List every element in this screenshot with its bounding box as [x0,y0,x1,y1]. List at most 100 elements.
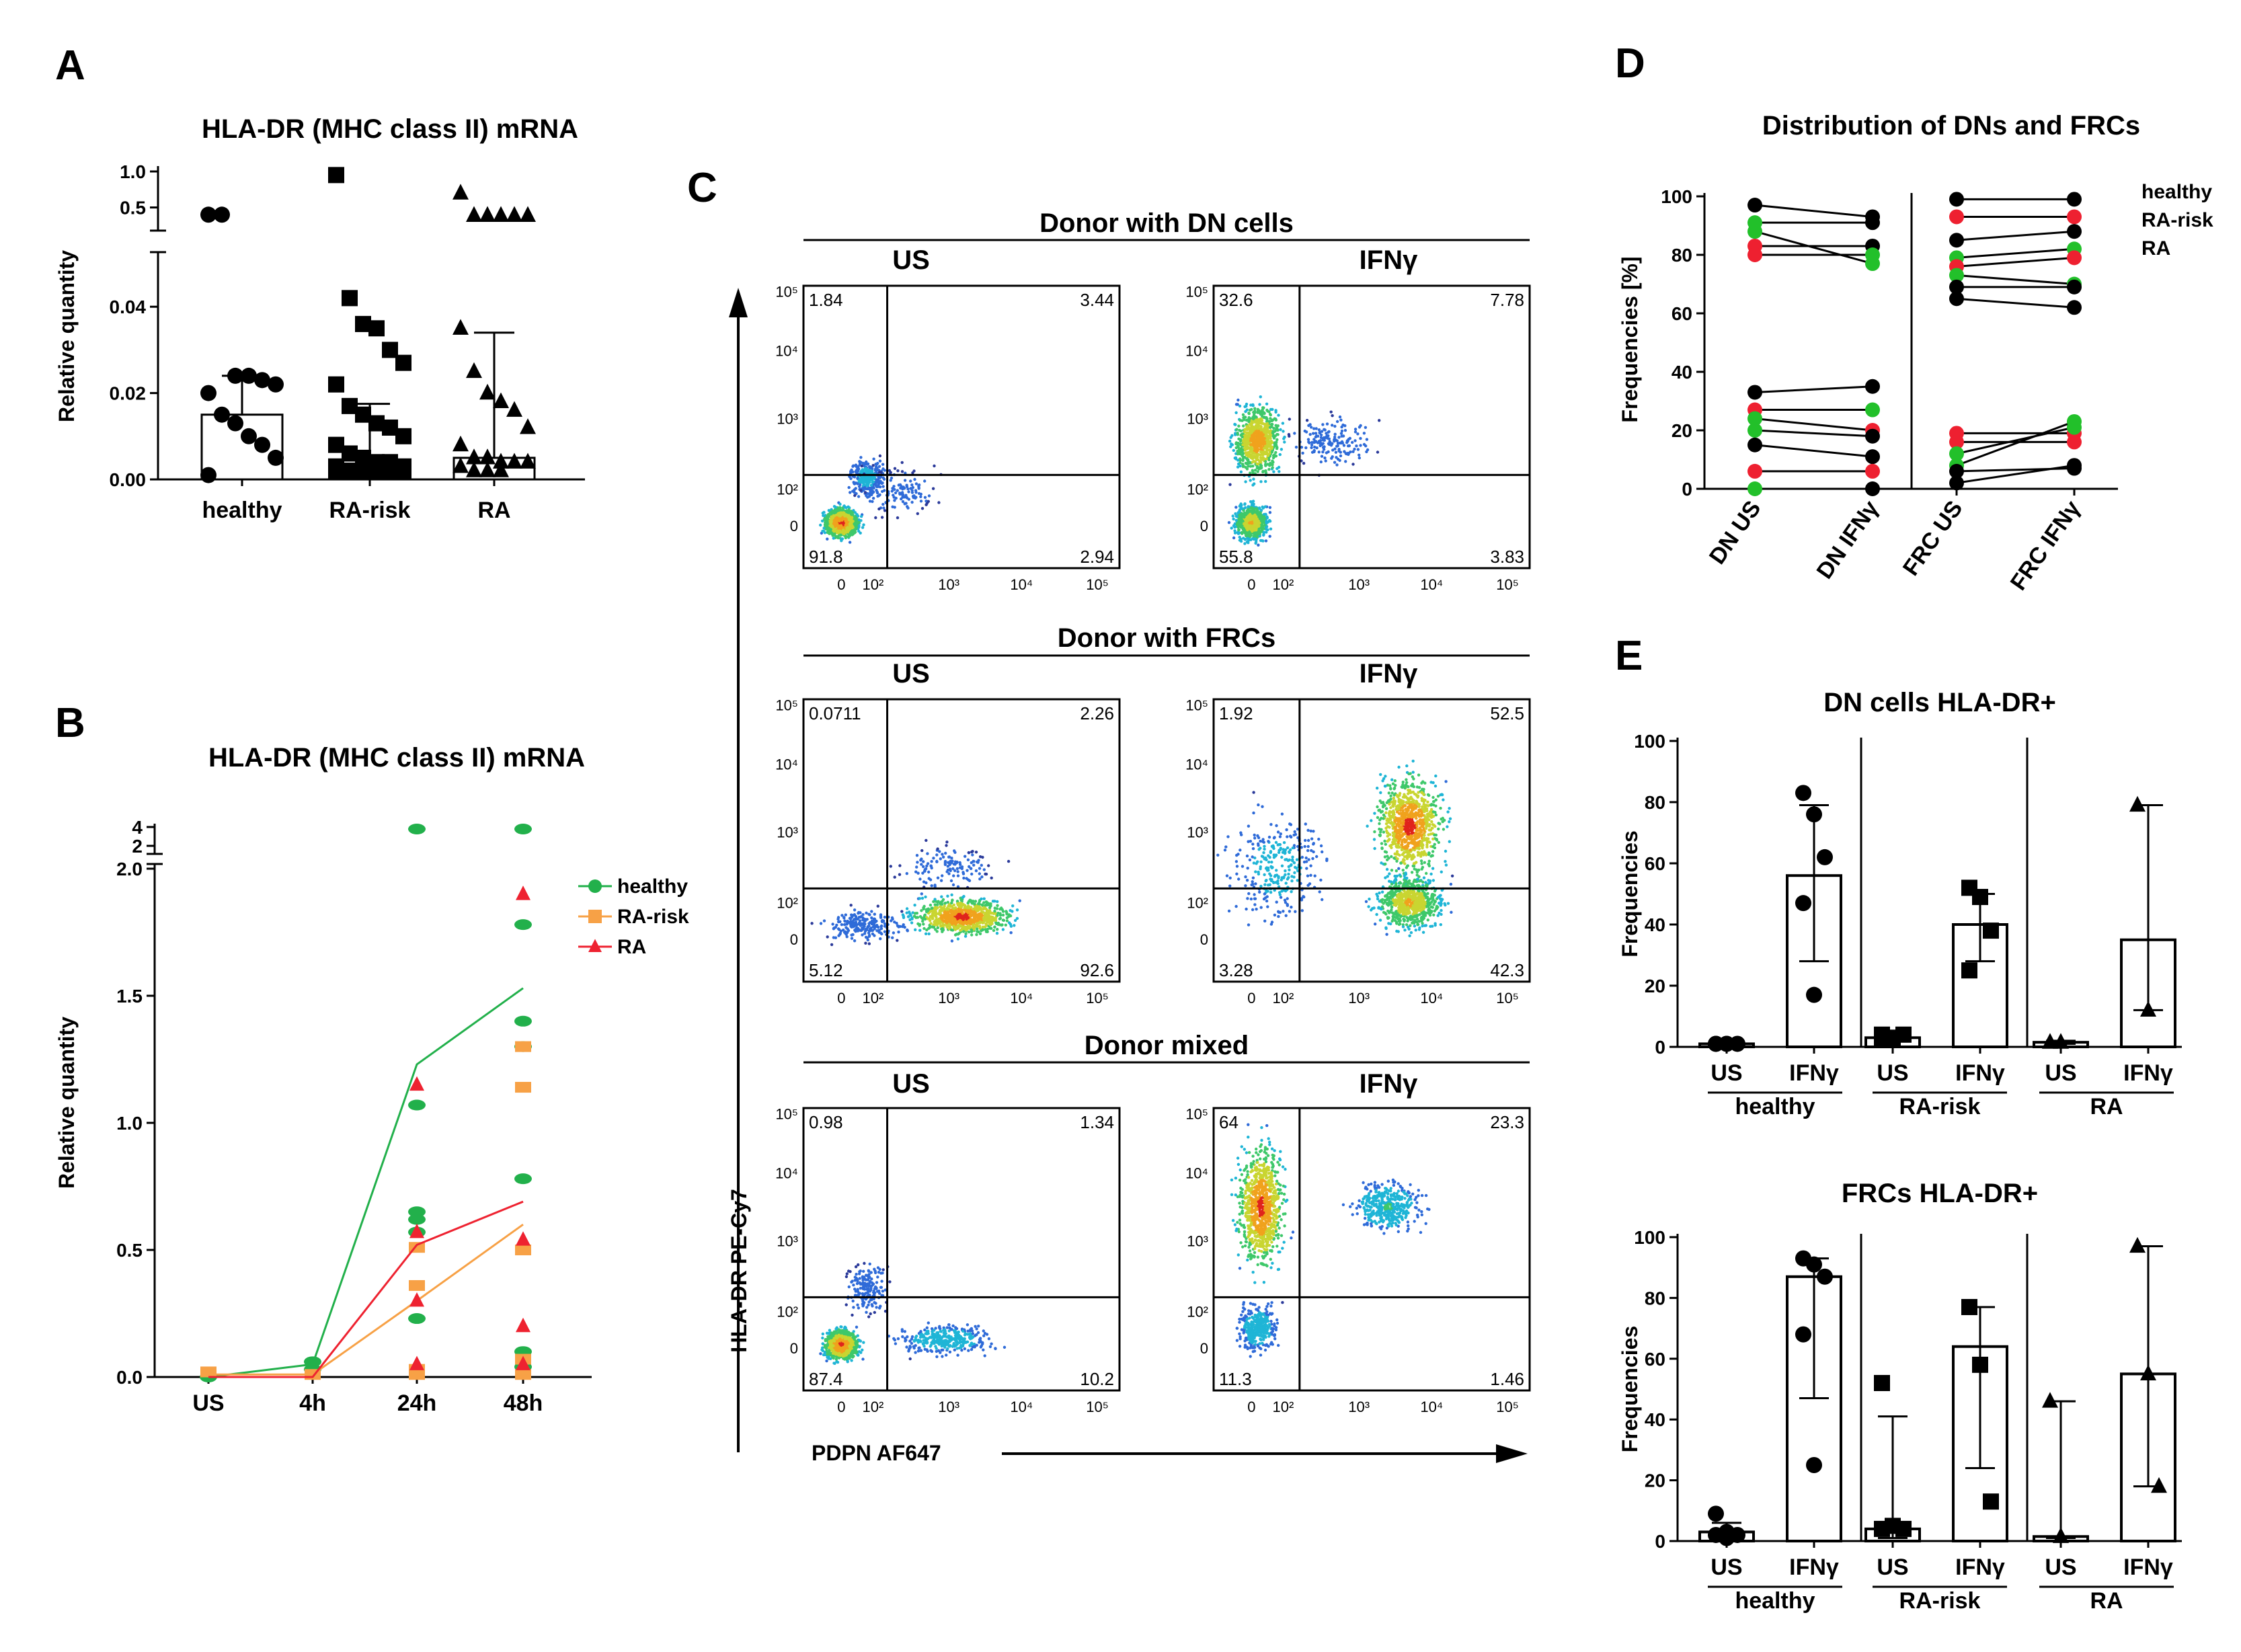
c-event-dot [1333,424,1337,428]
c-event-dot [1442,798,1445,801]
c-event-dot [827,513,830,517]
c-event-dot [923,868,927,871]
c-xtick-label: 10² [863,990,884,1007]
c-event-dot [861,913,865,916]
c-event-dot [967,851,971,855]
c-event-dot [998,908,1002,911]
c-event-dot [844,913,848,916]
c-event-dot [948,863,951,867]
a-point [466,362,482,379]
c-event-dot [973,926,976,929]
c-condition-label: IFNγ [1360,659,1418,689]
c-event-dot [979,912,982,916]
c-event-dot [1255,531,1258,535]
c-event-dot [1341,423,1345,427]
c-event-dot [978,921,982,925]
c-event-dot [1236,521,1240,525]
c-event-dot [1009,922,1013,927]
c-event-dot [940,907,943,911]
c-event-dot [870,916,873,920]
c-event-dot [931,487,935,490]
c-event-dot [1401,781,1405,784]
b-point [409,1369,425,1380]
c-event-dot [874,516,877,520]
c-event-dot [1239,518,1242,521]
c-event-dot [914,928,917,932]
c-event-dot [949,928,953,932]
c-event-dot [953,933,957,937]
c-event-dot [907,490,910,494]
c-event-dot [924,932,928,936]
c-event-dot [898,483,902,487]
c-event-dot [973,917,977,920]
c-event-dot [1312,440,1316,444]
c-event-dot [1336,457,1340,461]
c-event-dot [1333,461,1337,464]
c-event-dot [855,917,859,920]
c-event-dot [964,912,968,916]
c-event-dot [925,910,929,914]
c-event-dot [927,500,931,503]
c-event-dot [1247,541,1250,545]
c-event-dot [1249,439,1253,442]
c-event-dot [1257,438,1260,442]
c-event-dot [1242,416,1245,420]
c-event-dot [832,505,836,508]
c-condition-label: US [892,245,930,275]
b-point [409,1292,424,1307]
c-event-dot [1389,806,1392,810]
c-event-dot [1329,444,1333,447]
c-event-dot [917,491,921,496]
c-event-dot [878,454,882,458]
c-event-dot [1351,450,1355,453]
c-event-dot [1268,452,1271,455]
c-event-dot [867,922,871,925]
b-y-label: Relative quantity [54,1017,79,1189]
c-ytick-label: 0 [790,931,798,948]
c-event-dot [930,866,933,870]
c-event-dot [951,867,955,871]
c-event-dot [915,854,919,857]
c-event-dot [1253,519,1257,522]
c-xtick-label: 10⁵ [1086,990,1109,1007]
c-event-dot [870,479,874,482]
c-event-dot [1275,438,1279,442]
a-ytick-label: 1.0 [120,161,146,182]
c-event-dot [881,481,884,485]
c-event-dot [1320,455,1324,458]
c-event-dot [1236,441,1240,445]
c-event-dot [1004,923,1008,927]
c-event-dot [1242,509,1245,512]
c-event-dot [851,920,855,923]
c-event-dot [873,912,877,916]
c-event-dot [842,916,846,920]
c-event-dot [826,537,829,541]
c-event-dot [996,922,1000,927]
c-event-dot [927,494,931,498]
c-event-dot [947,903,951,906]
c-event-dot [970,930,974,933]
c-event-dot [1358,453,1361,457]
c-event-dot [1356,448,1360,451]
c-event-dot [1421,865,1425,869]
c-event-dot [1237,448,1241,451]
c-event-dot [883,469,887,472]
c-event-dot [1231,514,1234,518]
c-event-dot [923,479,927,483]
b-ytick-label: 1.0 [116,1113,143,1134]
c-event-dot [881,489,884,494]
c-xtick-label: 10⁴ [1010,576,1033,593]
c-event-dot [971,853,974,857]
c-event-dot [965,917,968,921]
c-event-dot [939,925,943,928]
a-point [254,372,270,389]
c-event-dot [925,503,928,506]
c-event-dot [1329,410,1333,414]
c-event-dot [1340,441,1344,445]
c-event-dot [1319,460,1323,464]
c-event-dot [957,907,961,911]
c-event-dot [933,464,936,468]
c-event-dot [1256,470,1259,473]
c-event-dot [1259,508,1263,512]
